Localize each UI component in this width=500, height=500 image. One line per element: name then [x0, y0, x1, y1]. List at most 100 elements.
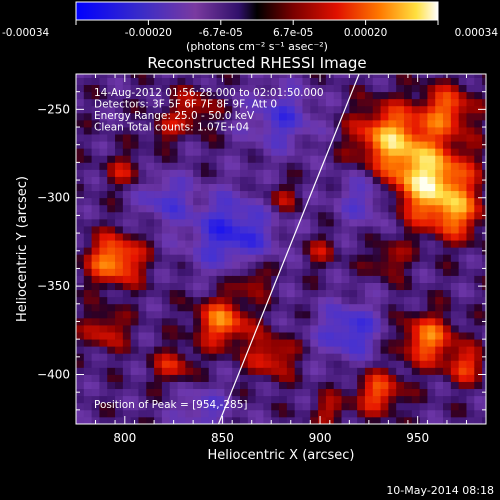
heatmap-cell [325, 402, 335, 411]
heatmap-cell [427, 127, 436, 135]
heatmap-cell [76, 134, 85, 142]
heatmap-cell [99, 409, 108, 418]
heatmap-cell [302, 268, 311, 276]
heatmap-cell [115, 402, 124, 411]
heatmap-cell [411, 148, 421, 156]
heatmap-cell [435, 98, 444, 107]
x-tick-label: 800 [113, 431, 136, 445]
heatmap-cell [388, 155, 397, 163]
heatmap-cell [208, 317, 217, 326]
heatmap-cell [372, 84, 381, 93]
heatmap-cell [458, 374, 467, 382]
heatmap-cell [364, 381, 374, 390]
heatmap-cell [138, 190, 147, 199]
heatmap-cell [357, 240, 366, 248]
heatmap-cell [435, 141, 444, 149]
heatmap-cell [263, 346, 272, 354]
heatmap-cell [325, 204, 335, 213]
heatmap-cell [286, 409, 296, 418]
heatmap-cell [146, 134, 155, 142]
heatmap-cell [325, 388, 335, 397]
heatmap-cell [318, 402, 327, 411]
heatmap-cell [91, 112, 100, 121]
heatmap-cell [263, 190, 272, 199]
heatmap-cell [286, 134, 296, 142]
heatmap-cell [208, 296, 217, 305]
plot-frame [75, 73, 487, 425]
heatmap-cell [224, 275, 233, 283]
heatmap-cell [263, 211, 272, 220]
heatmap-cell [318, 77, 327, 86]
heatmap-cell [216, 268, 225, 276]
heatmap-cell [232, 346, 241, 354]
heatmap-cell [224, 176, 233, 184]
heatmap-cell [91, 346, 100, 354]
heatmap-cell [146, 190, 155, 199]
heatmap-cell [372, 254, 381, 262]
heatmap-cell [271, 296, 280, 305]
heatmap-cell [216, 218, 225, 227]
heatmap-cell [216, 176, 225, 184]
heatmap-cell [99, 74, 108, 78]
heatmap-cell [122, 84, 132, 93]
heatmap-cell [302, 91, 311, 100]
heatmap-cell [404, 282, 413, 291]
heatmap-cell [83, 296, 93, 305]
heatmap-cell [122, 282, 132, 291]
heatmap-cell [318, 310, 327, 319]
heatmap-cell [154, 112, 163, 121]
heatmap-cell [224, 98, 233, 107]
heatmap-cell [466, 105, 475, 114]
heatmap-cell [364, 317, 374, 326]
heatmap-cell [177, 317, 186, 326]
heatmap-cell [200, 325, 210, 333]
heatmap-cell [193, 98, 202, 107]
heatmap-cell [271, 339, 280, 347]
heatmap-cell [419, 119, 428, 128]
heatmap-cell [482, 119, 486, 128]
heatmap-cell [185, 148, 194, 156]
heatmap-cell [450, 74, 460, 78]
heatmap-cell [474, 226, 483, 234]
heatmap-cell [200, 148, 210, 156]
heatmap-cell [341, 367, 350, 375]
heatmap-cell [404, 197, 413, 206]
heatmap-cell [325, 155, 335, 163]
heatmap-cell [396, 155, 405, 163]
heatmap-cell [169, 254, 178, 262]
heatmap-cell [474, 381, 483, 390]
heatmap-cell [388, 148, 397, 156]
heatmap-cell [318, 190, 327, 199]
heatmap-cell [99, 162, 108, 170]
heatmap-cell [450, 233, 460, 241]
heatmap-cell [193, 289, 202, 298]
heatmap-cell [341, 105, 350, 114]
heatmap-cell [208, 367, 217, 375]
heatmap-cell [240, 282, 249, 291]
heatmap-cell [310, 127, 319, 135]
heatmap-cell [380, 416, 389, 424]
heatmap-cell [458, 183, 467, 192]
heatmap-cell [404, 374, 413, 382]
heatmap-cell [224, 303, 233, 312]
heatmap-cell [263, 141, 272, 149]
heatmap-cell [411, 134, 421, 142]
heatmap-cell [130, 268, 139, 276]
heatmap-cell [185, 211, 194, 220]
heatmap-cell [83, 310, 93, 319]
heatmap-cell [349, 261, 358, 269]
heatmap-cell [310, 77, 319, 86]
heatmap-cell [411, 233, 421, 241]
heatmap-cell [115, 127, 124, 135]
heatmap-cell [91, 141, 100, 149]
heatmap-cell [341, 325, 350, 333]
heatmap-cell [450, 240, 460, 248]
heatmap-cell [380, 98, 389, 107]
heatmap-cell [482, 204, 486, 213]
heatmap-cell [232, 395, 241, 404]
heatmap-cell [474, 119, 483, 128]
heatmap-cell [76, 204, 85, 213]
heatmap-cell [146, 197, 155, 206]
heatmap-cell [255, 218, 264, 227]
heatmap-cell [482, 325, 486, 333]
